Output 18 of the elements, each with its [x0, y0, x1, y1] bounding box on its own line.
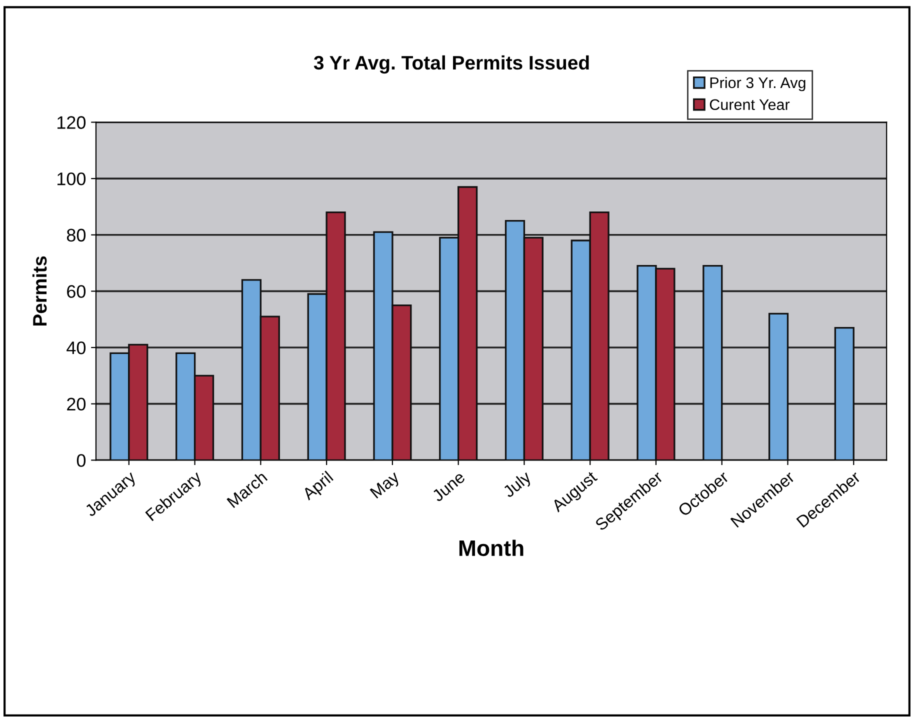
y-tick-label: 80 — [66, 228, 86, 242]
y-tick-label: 0 — [76, 454, 86, 467]
x-axis-title: Month — [459, 540, 524, 556]
y-tick-label: 120 — [58, 116, 86, 129]
x-tick-label: June — [431, 470, 466, 502]
bar — [834, 326, 854, 460]
x-tick-label: May — [370, 470, 402, 502]
y-tick-label: 20 — [67, 398, 86, 411]
y-tick-label: 60 — [67, 285, 86, 298]
bar — [768, 312, 789, 460]
x-tick-label: July — [502, 470, 534, 501]
y-tick-label: 40 — [66, 341, 86, 354]
y-tick-label: 100 — [58, 172, 86, 186]
chart-title: 3 Yr Avg. Total Permits Issued — [314, 55, 589, 74]
legend-label: Curent Year — [710, 99, 790, 110]
legend-label: Prior 3 Yr. Avg — [710, 76, 806, 92]
y-axis-title: Permits — [32, 256, 47, 326]
bar — [702, 265, 723, 460]
